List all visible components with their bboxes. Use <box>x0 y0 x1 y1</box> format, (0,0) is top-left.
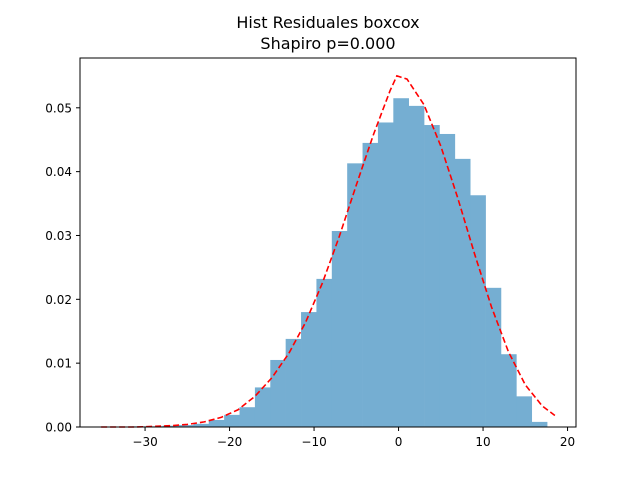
histogram-bar <box>393 98 409 427</box>
x-tick-label: 20 <box>560 435 575 449</box>
histogram-bar <box>516 396 533 427</box>
histogram-bar <box>270 359 286 427</box>
histogram-bar <box>424 125 440 428</box>
histogram-bar <box>162 425 179 427</box>
x-tick-label: −30 <box>132 435 157 449</box>
x-tick-label: −10 <box>301 435 326 449</box>
y-tick-label: 0.03 <box>45 229 72 243</box>
histogram-bar <box>178 425 194 427</box>
x-axis: −30 −20 −10 0 10 20 <box>132 427 575 449</box>
histogram-bar <box>254 387 271 427</box>
histogram-bars <box>101 98 548 428</box>
histogram-bar <box>500 354 517 427</box>
normal-fit-curve <box>101 74 556 428</box>
y-tick-label: 0.05 <box>45 101 72 115</box>
histogram-bar <box>316 278 333 427</box>
fit-curve-layer <box>101 74 556 428</box>
x-tick-label: −20 <box>217 435 242 449</box>
histogram-bar <box>485 287 502 427</box>
histogram-bar <box>454 158 471 427</box>
chart-title: Hist Residuales boxcox <box>236 13 419 32</box>
histogram-bar <box>439 133 456 427</box>
histogram-bar <box>347 163 363 427</box>
histogram-bar <box>285 338 302 427</box>
histogram-bar <box>470 195 486 427</box>
y-tick-label: 0.02 <box>45 293 72 307</box>
histogram-bar <box>301 312 317 427</box>
plot-frame <box>79 57 577 428</box>
histogram-bar <box>331 231 348 427</box>
histogram-bar <box>193 423 210 427</box>
histogram-bar <box>224 414 240 427</box>
histogram-bar <box>239 407 256 427</box>
x-tick-label: 10 <box>475 435 490 449</box>
x-tick-label: 0 <box>395 435 403 449</box>
y-axis: 0.00 0.01 0.02 0.03 0.04 0.05 <box>45 101 80 435</box>
chart-subtitle: Shapiro p=0.000 <box>260 34 395 53</box>
histogram-bar <box>531 421 548 427</box>
histogram-bar <box>408 105 425 428</box>
y-tick-label: 0.04 <box>45 165 72 179</box>
histogram-bar <box>362 142 379 427</box>
histogram-bar <box>377 122 394 427</box>
y-tick-label: 0.00 <box>45 421 72 435</box>
y-tick-label: 0.01 <box>45 357 72 371</box>
histogram-bar <box>208 419 225 427</box>
